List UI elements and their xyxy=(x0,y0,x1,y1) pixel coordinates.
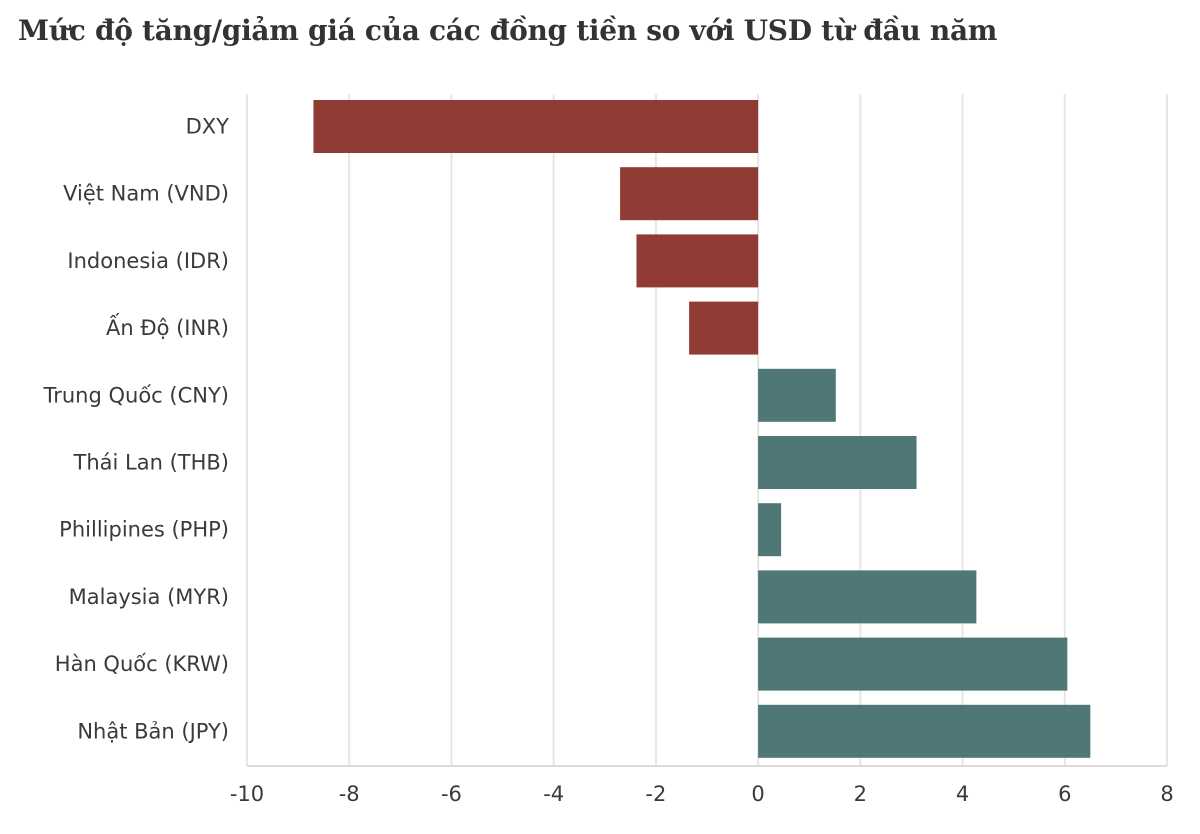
x-tick-label: -10 xyxy=(230,782,264,806)
category-label: Thái Lan (THB) xyxy=(73,451,229,475)
bar xyxy=(758,436,917,489)
x-tick-label: 8 xyxy=(1160,782,1173,806)
x-tick-label: -6 xyxy=(441,782,462,806)
x-tick-label: 2 xyxy=(854,782,867,806)
x-tick-label: 6 xyxy=(1058,782,1071,806)
bar xyxy=(636,234,759,288)
x-tick-label: 0 xyxy=(751,782,764,806)
x-tick-label: -4 xyxy=(543,782,564,806)
bars xyxy=(313,100,1091,758)
category-label: DXY xyxy=(186,115,230,139)
category-label: Indonesia (IDR) xyxy=(67,249,229,273)
category-label: Việt Nam (VND) xyxy=(63,182,229,206)
category-label: Phillipines (PHP) xyxy=(59,518,229,542)
category-label: Malaysia (MYR) xyxy=(69,585,229,609)
gridlines xyxy=(246,94,1168,767)
category-labels: DXY Việt Nam (VND) Indonesia (IDR) Ấn Độ (I… xyxy=(43,115,230,744)
x-tick-label: -2 xyxy=(645,782,666,806)
bar xyxy=(313,100,759,153)
bar xyxy=(758,704,1091,758)
category-label: Hàn Quốc (KRW) xyxy=(55,652,229,676)
category-label: Trung Quốc (CNY) xyxy=(43,383,230,407)
bar xyxy=(689,301,759,355)
bar xyxy=(758,637,1068,691)
chart-title: Mức độ tăng/giảm giá của các đồng tiền s… xyxy=(18,14,998,47)
bar xyxy=(758,570,977,624)
category-label: Nhật Bản (JPY) xyxy=(77,719,229,743)
x-tick-label: -8 xyxy=(339,782,360,806)
x-tick-labels: -10 -8 -6 -4 -2 0 2 4 6 8 xyxy=(230,782,1174,806)
bar xyxy=(758,368,836,422)
bar xyxy=(620,167,759,221)
bar xyxy=(758,503,782,557)
x-tick-label: 4 xyxy=(956,782,969,806)
category-label: Ấn Độ (INR) xyxy=(106,313,229,340)
